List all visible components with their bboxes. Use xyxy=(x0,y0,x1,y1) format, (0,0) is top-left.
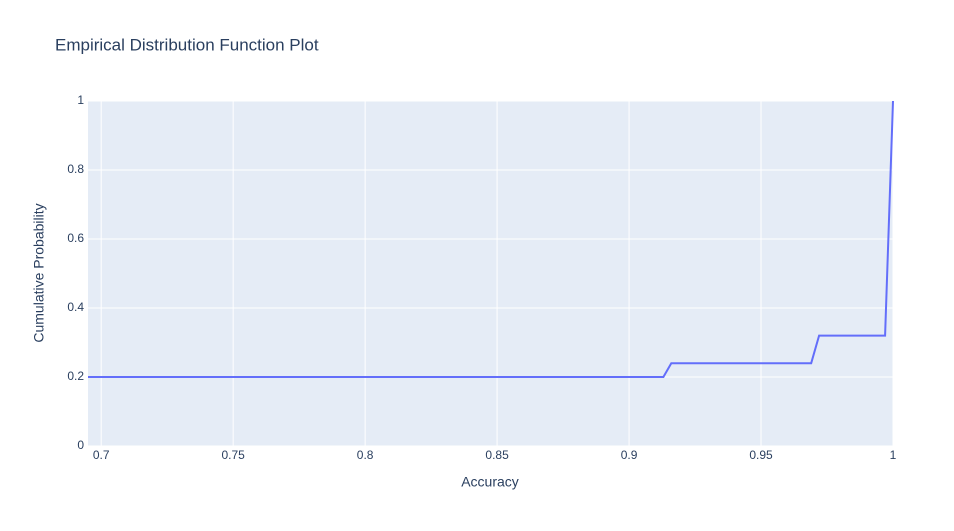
x-tick-label: 0.85 xyxy=(485,448,509,462)
x-axis-label: Accuracy xyxy=(461,474,519,490)
x-tick-label: 0.95 xyxy=(749,448,773,462)
x-tick-label: 0.8 xyxy=(357,448,374,462)
chart-title: Empirical Distribution Function Plot xyxy=(55,35,319,54)
y-tick-label: 0.6 xyxy=(67,231,84,245)
line xyxy=(88,100,894,378)
plot-area xyxy=(88,101,893,446)
x-tick-label: 0.9 xyxy=(621,448,638,462)
y-tick-label: 0 xyxy=(77,438,84,452)
x-tick-label: 0.75 xyxy=(221,448,245,462)
x-tick-label: 1 xyxy=(890,448,897,462)
y-tick-label: 0.2 xyxy=(67,369,84,383)
y-axis-label: Cumulative Probability xyxy=(31,203,47,342)
y-tick-label: 1 xyxy=(77,93,84,107)
x-tick-label: 0.7 xyxy=(93,448,110,462)
y-tick-label: 0.8 xyxy=(67,162,84,176)
y-tick-label: 0.4 xyxy=(67,300,84,314)
